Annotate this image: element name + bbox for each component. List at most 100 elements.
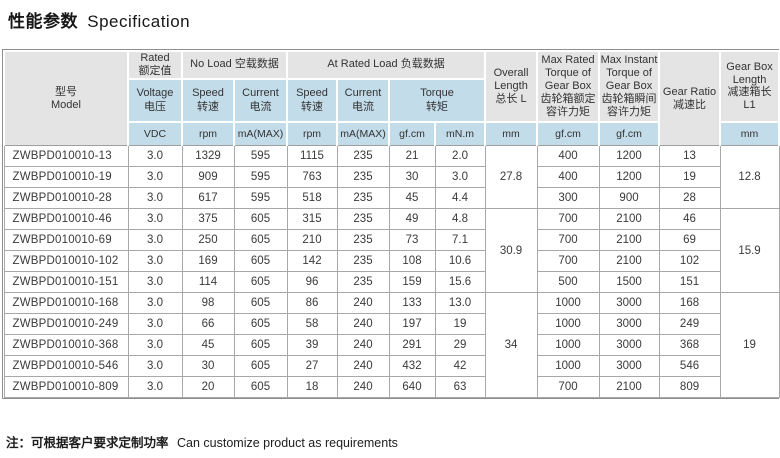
max-instant-torque-cell: 2100: [598, 229, 660, 252]
unit-overall-mm: mm: [484, 120, 539, 147]
noload-speed-cell: 20: [181, 376, 235, 399]
torque-mnm-cell: 42: [434, 355, 486, 378]
model-cell: ZWBPD010010-151: [3, 271, 129, 294]
load-speed-cell: 96: [286, 271, 338, 294]
torque-gfcm-cell: 159: [388, 271, 436, 294]
noload-current-cell: 595: [233, 145, 288, 168]
torque-mnm-cell: 2.0: [434, 145, 486, 168]
unit-load-ma: mA(MAX): [336, 120, 390, 147]
gear-ratio-cell: 809: [658, 376, 721, 399]
torque-gfcm-cell: 21: [388, 145, 436, 168]
voltage-cell: 3.0: [127, 334, 183, 357]
overall-length-cell: 27.8: [484, 145, 538, 210]
voltage-cell: 3.0: [127, 250, 183, 273]
overall-length-cell: 34: [484, 292, 538, 399]
noload-speed-cell: 909: [181, 166, 235, 189]
table-row: ZWBPD010010-102 3.0 169 605 142 235 108 10.6 700…: [3, 250, 779, 273]
torque-mnm-cell: 19: [434, 313, 486, 336]
load-current-cell: 240: [336, 313, 390, 336]
unit-gearbox-mm: mm: [719, 120, 780, 147]
torque-gfcm-cell: 197: [388, 313, 436, 336]
header-at-rated-load: At Rated Load 负载数据: [285, 50, 487, 80]
voltage-cell: 3.0: [127, 229, 183, 252]
max-rated-torque-cell: 400: [536, 166, 600, 189]
unit-load-rpm: rpm: [286, 120, 338, 147]
gear-ratio-cell: 102: [658, 250, 721, 273]
header-noload-speed: Speed 转速: [181, 77, 235, 123]
load-speed-cell: 39: [286, 334, 338, 357]
noload-speed-cell: 114: [181, 271, 235, 294]
max-instant-torque-cell: 1200: [598, 145, 660, 168]
torque-gfcm-cell: 73: [388, 229, 436, 252]
max-rated-torque-cell: 1000: [536, 355, 600, 378]
load-current-cell: 235: [336, 250, 390, 273]
load-current-cell: 235: [336, 271, 390, 294]
load-current-cell: 240: [336, 292, 390, 315]
max-instant-torque-cell: 3000: [598, 334, 660, 357]
spec-table-container: 型号 Model Rated 额定值 No Load 空载数据 At Rated…: [2, 49, 780, 400]
noload-current-cell: 605: [233, 355, 288, 378]
load-speed-cell: 58: [286, 313, 338, 336]
max-rated-torque-cell: 700: [536, 250, 600, 273]
torque-gfcm-cell: 45: [388, 187, 436, 210]
table-row: ZWBPD010010-249 3.0 66 605 58 240 197 19 1000 300…: [3, 313, 779, 336]
load-speed-cell: 210: [286, 229, 338, 252]
gear-ratio-cell: 28: [658, 187, 721, 210]
unit-noload-rpm: rpm: [181, 120, 235, 147]
table-row: ZWBPD010010-46 3.0 375 605 315 235 49 4.8 30.9 70…: [3, 208, 780, 294]
noload-current-cell: 605: [233, 313, 288, 336]
header-model: 型号 Model: [3, 50, 129, 147]
torque-gfcm-cell: 108: [388, 250, 436, 273]
max-instant-torque-cell: 3000: [598, 355, 660, 378]
max-instant-torque-cell: 2100: [598, 208, 660, 231]
max-rated-torque-cell: 1000: [536, 313, 600, 336]
gearbox-length-cell: 15.9: [719, 208, 780, 294]
torque-gfcm-cell: 49: [388, 208, 436, 231]
model-cell: ZWBPD010010-368: [3, 334, 129, 357]
page-title-zh: 性能参数: [8, 12, 78, 31]
header-max-rated-torque: Max Rated Torque of Gear Box 齿轮箱额定 容许力矩: [536, 50, 601, 123]
table-row: ZWBPD010010-28 3.0 617 595 518 235 45 4.4 300 900…: [3, 187, 779, 210]
header-gear-ratio: Gear Ratio 减速比: [658, 50, 722, 147]
header-torque: Torque 转矩: [387, 77, 487, 123]
unit-gfcm: gf.cm: [388, 120, 436, 147]
spec-table: 型号 Model Rated 额定值 No Load 空载数据 At Rated…: [3, 50, 780, 399]
max-rated-torque-cell: 500: [536, 271, 600, 294]
voltage-cell: 3.0: [127, 376, 183, 399]
noload-current-cell: 605: [233, 376, 288, 399]
header-max-instant-torque: Max Instant Torque of Gear Box 齿轮箱瞬间 容许力…: [598, 50, 661, 123]
max-instant-torque-cell: 2100: [598, 376, 660, 399]
noload-current-cell: 595: [233, 187, 288, 210]
max-instant-torque-cell: 2100: [598, 250, 660, 273]
max-instant-torque-cell: 3000: [598, 313, 660, 336]
gear-ratio-cell: 151: [658, 271, 721, 294]
load-current-cell: 235: [336, 208, 390, 231]
noload-speed-cell: 169: [181, 250, 235, 273]
noload-current-cell: 605: [233, 229, 288, 252]
max-instant-torque-cell: 900: [598, 187, 660, 210]
unit-mnm: mN.m: [433, 120, 487, 147]
voltage-cell: 3.0: [127, 271, 183, 294]
max-rated-torque-cell: 700: [536, 229, 600, 252]
spec-table-body: ZWBPD010010-13 3.0 1329 595 1115 235 21 2.0 27.8…: [3, 145, 780, 399]
load-current-cell: 235: [336, 229, 390, 252]
max-rated-torque-cell: 700: [536, 208, 600, 231]
noload-speed-cell: 1329: [181, 145, 235, 168]
max-rated-torque-cell: 700: [536, 376, 600, 399]
torque-gfcm-cell: 133: [388, 292, 436, 315]
header-noload-current: Current 电流: [233, 77, 288, 123]
header-load-current: Current 电流: [336, 77, 390, 123]
max-rated-torque-cell: 300: [536, 187, 600, 210]
gear-ratio-cell: 168: [658, 292, 721, 315]
table-row: ZWBPD010010-19 3.0 909 595 763 235 30 3.0 400 120…: [3, 166, 779, 189]
gear-ratio-cell: 368: [658, 334, 721, 357]
torque-mnm-cell: 10.6: [434, 250, 486, 273]
load-speed-cell: 1115: [286, 145, 338, 168]
noload-speed-cell: 617: [181, 187, 235, 210]
model-cell: ZWBPD010010-102: [3, 250, 129, 273]
gearbox-length-cell: 19: [719, 292, 780, 399]
torque-gfcm-cell: 640: [388, 376, 436, 399]
voltage-cell: 3.0: [127, 355, 183, 378]
page-title: 性能参数 Specification: [8, 7, 190, 32]
torque-mnm-cell: 7.1: [434, 229, 486, 252]
